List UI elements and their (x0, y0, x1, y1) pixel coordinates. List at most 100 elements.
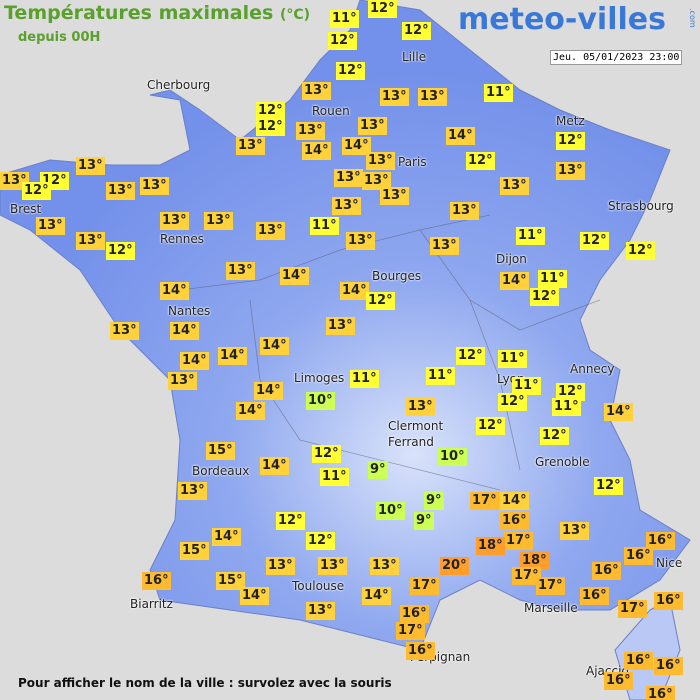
temperature-label[interactable]: 16° (646, 686, 675, 700)
temperature-label[interactable]: 17° (504, 532, 533, 550)
temperature-label[interactable]: 13° (326, 317, 355, 335)
temperature-label[interactable]: 12° (366, 292, 395, 310)
temperature-label[interactable]: 12° (22, 182, 51, 200)
temperature-label[interactable]: 11° (512, 377, 541, 395)
temperature-label[interactable]: 13° (0, 172, 29, 190)
temperature-label[interactable]: 14° (362, 587, 391, 605)
temperature-label[interactable]: 12° (476, 417, 505, 435)
temperature-label[interactable]: 12° (306, 532, 335, 550)
temperature-label[interactable]: 11° (484, 84, 513, 102)
temperature-label[interactable]: 16° (142, 572, 171, 590)
temperature-label[interactable]: 12° (256, 118, 285, 136)
temperature-label[interactable]: 9° (414, 512, 434, 530)
temperature-label[interactable]: 11° (538, 270, 567, 288)
temperature-label[interactable]: 13° (178, 482, 207, 500)
temperature-label[interactable]: 14° (254, 382, 283, 400)
temperature-label[interactable]: 14° (500, 272, 529, 290)
temperature-label[interactable]: 13° (346, 232, 375, 250)
temperature-label[interactable]: 14° (218, 347, 247, 365)
temperature-label[interactable]: 13° (110, 322, 139, 340)
temperature-label[interactable]: 14° (170, 322, 199, 340)
temperature-label[interactable]: 13° (226, 262, 255, 280)
temperature-label[interactable]: 14° (340, 282, 369, 300)
temperature-label[interactable]: 16° (624, 547, 653, 565)
temperature-label[interactable]: 12° (626, 242, 655, 260)
temperature-label[interactable]: 13° (430, 237, 459, 255)
temperature-label[interactable]: 12° (402, 22, 431, 40)
temperature-label[interactable]: 13° (332, 197, 361, 215)
temperature-label[interactable]: 17° (536, 577, 565, 595)
temperature-label[interactable]: 12° (556, 132, 585, 150)
temperature-label[interactable]: 9° (368, 461, 388, 479)
temperature-label[interactable]: 12° (580, 232, 609, 250)
temperature-label[interactable]: 16° (400, 605, 429, 623)
temperature-label[interactable]: 13° (256, 222, 285, 240)
temperature-label[interactable]: 13° (106, 182, 135, 200)
temperature-label[interactable]: 14° (604, 403, 633, 421)
temperature-label[interactable]: 14° (240, 587, 269, 605)
temperature-label[interactable]: 12° (106, 242, 135, 260)
temperature-label[interactable]: 13° (140, 177, 169, 195)
temperature-label[interactable]: 15° (180, 542, 209, 560)
temperature-label[interactable]: 10° (438, 448, 467, 466)
temperature-label[interactable]: 18° (476, 537, 505, 555)
temperature-label[interactable]: 14° (302, 142, 331, 160)
temperature-label[interactable]: 16° (646, 532, 675, 550)
temperature-label[interactable]: 17° (410, 577, 439, 595)
temperature-label[interactable]: 17° (512, 567, 541, 585)
temperature-label[interactable]: 13° (76, 157, 105, 175)
temperature-label[interactable]: 14° (500, 492, 529, 510)
temperature-label[interactable]: 11° (426, 367, 455, 385)
temperature-label[interactable]: 14° (212, 528, 241, 546)
temperature-label[interactable]: 14° (342, 137, 371, 155)
temperature-label[interactable]: 12° (312, 445, 341, 463)
temperature-label[interactable]: 16° (580, 587, 609, 605)
temperature-label[interactable]: 10° (376, 502, 405, 520)
temperature-label[interactable]: 9° (424, 492, 444, 510)
temperature-label[interactable]: 14° (180, 352, 209, 370)
temperature-label[interactable]: 15° (216, 572, 245, 590)
temperature-label[interactable]: 12° (540, 427, 569, 445)
temperature-label[interactable]: 13° (160, 212, 189, 230)
temperature-label[interactable]: 17° (396, 622, 425, 640)
temperature-label[interactable]: 11° (350, 370, 379, 388)
temperature-label[interactable]: 13° (266, 557, 295, 575)
temperature-label[interactable]: 12° (276, 512, 305, 530)
temperature-label[interactable]: 12° (368, 0, 397, 18)
temperature-label[interactable]: 13° (76, 232, 105, 250)
temperature-label[interactable]: 13° (318, 557, 347, 575)
temperature-label[interactable]: 16° (406, 642, 435, 660)
temperature-label[interactable]: 12° (498, 393, 527, 411)
temperature-label[interactable]: 14° (280, 267, 309, 285)
temperature-label[interactable]: 13° (306, 602, 335, 620)
temperature-label[interactable]: 11° (330, 10, 359, 28)
temperature-label[interactable]: 11° (516, 227, 545, 245)
temperature-label[interactable]: 16° (592, 562, 621, 580)
temperature-label[interactable]: 13° (370, 557, 399, 575)
temperature-label[interactable]: 12° (466, 152, 495, 170)
temperature-label[interactable]: 17° (470, 492, 499, 510)
temperature-label[interactable]: 11° (310, 217, 339, 235)
temperature-label[interactable]: 13° (560, 522, 589, 540)
temperature-label[interactable]: 13° (168, 372, 197, 390)
temperature-label[interactable]: 17° (618, 600, 647, 618)
temperature-label[interactable]: 13° (450, 202, 479, 220)
temperature-label[interactable]: 20° (440, 557, 469, 575)
temperature-label[interactable]: 16° (500, 512, 529, 530)
temperature-label[interactable]: 12° (256, 102, 285, 120)
temperature-label[interactable]: 13° (418, 88, 447, 106)
temperature-label[interactable]: 12° (336, 62, 365, 80)
temperature-label[interactable]: 18° (520, 552, 549, 570)
temperature-label[interactable]: 14° (160, 282, 189, 300)
temperature-label[interactable]: 13° (36, 217, 65, 235)
temperature-label[interactable]: 13° (236, 137, 265, 155)
temperature-label[interactable]: 13° (334, 169, 363, 187)
temperature-label[interactable]: 11° (552, 398, 581, 416)
temperature-label[interactable]: 14° (260, 457, 289, 475)
temperature-label[interactable]: 13° (302, 82, 331, 100)
temperature-label[interactable]: 13° (556, 162, 585, 180)
temperature-label[interactable]: 14° (446, 127, 475, 145)
temperature-label[interactable]: 12° (328, 32, 357, 50)
temperature-label[interactable]: 13° (380, 88, 409, 106)
temperature-label[interactable]: 12° (456, 347, 485, 365)
